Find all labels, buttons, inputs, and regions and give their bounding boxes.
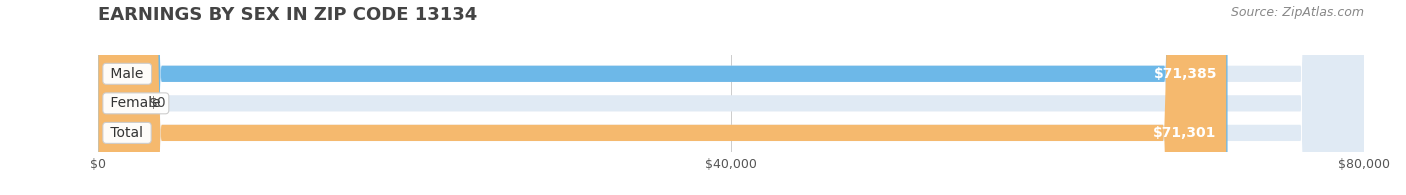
Text: $0: $0 [149,96,167,110]
Text: Total: Total [107,126,148,140]
Text: Female: Female [107,96,166,110]
Text: $71,385: $71,385 [1154,67,1218,81]
FancyBboxPatch shape [98,0,1227,195]
Text: EARNINGS BY SEX IN ZIP CODE 13134: EARNINGS BY SEX IN ZIP CODE 13134 [98,6,478,24]
FancyBboxPatch shape [98,0,1226,195]
FancyBboxPatch shape [98,0,1364,195]
FancyBboxPatch shape [98,0,1364,195]
Text: $71,301: $71,301 [1153,126,1216,140]
Text: Male: Male [107,67,148,81]
FancyBboxPatch shape [98,0,1364,195]
Text: Source: ZipAtlas.com: Source: ZipAtlas.com [1230,6,1364,19]
